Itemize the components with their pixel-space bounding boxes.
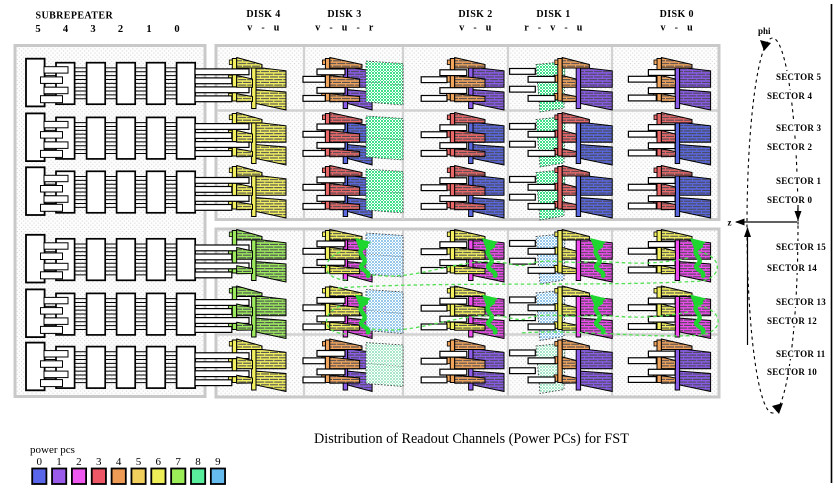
svg-text:SECTOR 1: SECTOR 1 [776, 176, 821, 186]
svg-text:v - u - r: v - u - r [315, 23, 374, 34]
svg-text:SECTOR 15: SECTOR 15 [776, 242, 826, 252]
svg-text:power pcs: power pcs [30, 444, 75, 456]
svg-text:z: z [728, 218, 732, 228]
svg-text:1: 1 [146, 24, 151, 35]
svg-text:0: 0 [36, 456, 42, 468]
svg-text:v - u: v - u [661, 23, 694, 34]
svg-text:3: 3 [96, 456, 102, 468]
svg-text:1: 1 [56, 456, 62, 468]
svg-text:SECTOR 12: SECTOR 12 [767, 316, 817, 326]
svg-text:SECTOR 5: SECTOR 5 [776, 72, 821, 82]
svg-text:5: 5 [35, 24, 40, 35]
svg-text:5: 5 [136, 456, 142, 468]
svg-text:phi: phi [758, 26, 771, 36]
svg-text:7: 7 [175, 456, 181, 468]
svg-text:SECTOR 2: SECTOR 2 [767, 142, 812, 152]
svg-text:SECTOR 13: SECTOR 13 [776, 297, 826, 307]
svg-text:4: 4 [63, 24, 69, 35]
svg-text:SECTOR 10: SECTOR 10 [767, 367, 817, 377]
svg-text:DISK 4: DISK 4 [246, 9, 280, 20]
svg-text:SECTOR 0: SECTOR 0 [767, 195, 812, 205]
svg-text:6: 6 [156, 456, 162, 468]
svg-text:Distribution of Readout Channe: Distribution of Readout Channels (Power … [314, 431, 629, 447]
svg-text:SECTOR 11: SECTOR 11 [776, 349, 826, 359]
svg-text:SECTOR 4: SECTOR 4 [767, 91, 812, 101]
svg-text:DISK 0: DISK 0 [660, 9, 694, 20]
svg-text:4: 4 [116, 456, 122, 468]
svg-text:SECTOR 14: SECTOR 14 [767, 263, 817, 273]
svg-text:SUBREPEATER: SUBREPEATER [36, 11, 114, 22]
svg-text:2: 2 [118, 24, 123, 35]
svg-text:9: 9 [215, 456, 221, 468]
svg-text:2: 2 [76, 456, 82, 468]
svg-text:DISK 1: DISK 1 [536, 9, 570, 20]
svg-text:0: 0 [174, 24, 179, 35]
svg-text:8: 8 [195, 456, 201, 468]
svg-text:v - u: v - u [247, 23, 280, 34]
svg-text:SECTOR 3: SECTOR 3 [776, 123, 821, 133]
svg-text:3: 3 [90, 24, 95, 35]
svg-text:DISK 2: DISK 2 [458, 9, 492, 20]
svg-text:DISK 3: DISK 3 [327, 9, 361, 20]
svg-text:v - u: v - u [459, 23, 492, 34]
svg-text:r - v - u: r - v - u [524, 23, 582, 34]
